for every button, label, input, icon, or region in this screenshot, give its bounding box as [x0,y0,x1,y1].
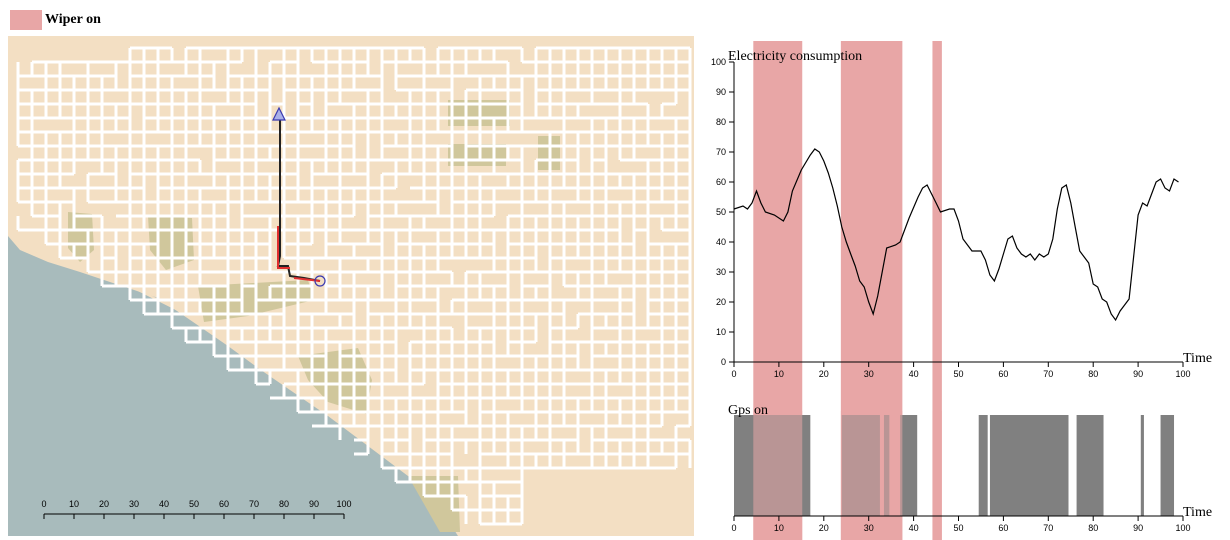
park-area [408,476,460,532]
x-tick-label: 20 [819,369,829,379]
x-tick-label: 70 [1043,523,1053,533]
electricity-x-axis-label: Time [1183,351,1212,366]
y-tick-label: 0 [721,357,726,367]
y-tick-label: 70 [716,147,726,157]
gps-on-bar [1140,415,1144,516]
gps-wiper-shading [753,411,942,540]
x-tick-label: 80 [1088,369,1098,379]
route-end-marker [314,275,326,287]
map-water [8,236,458,536]
route-track [276,116,321,282]
y-tick-label: 20 [716,297,726,307]
scale-bar-tick-label: 80 [279,499,289,509]
electricity-axes: 0 10 20 30 40 50 60 70 80 90 100 0 10 20 30 40 50 60 70 80 9… [711,57,1191,379]
x-tick-label: 70 [1043,369,1053,379]
y-tick-label: 60 [716,177,726,187]
scale-bar-tick-label: 70 [249,499,259,509]
gps-chart-title: Gps on [728,403,768,418]
wiper-on-band [753,411,803,540]
x-tick-label: 40 [909,369,919,379]
map-road-grid [16,46,692,526]
x-tick-label: 100 [1175,523,1190,533]
wiper-on-band [840,411,903,540]
electricity-series-line [733,148,1179,322]
x-tick-label: 40 [909,523,919,533]
map-panel[interactable]: 0 10 20 30 40 50 60 70 80 90 100 [8,36,694,536]
x-tick-label: 20 [819,523,829,533]
electricity-chart-title: Electricity consumption [728,49,862,64]
y-tick-label: 10 [716,327,726,337]
x-tick-label: 10 [774,369,784,379]
x-tick-label: 100 [1175,369,1190,379]
x-tick-label: 80 [1088,523,1098,533]
scale-bar-tick-label: 10 [69,499,79,509]
gps-x-axis-label: Time [1183,505,1212,520]
x-tick-label: 30 [864,523,874,533]
gps-on-bar [900,415,918,516]
x-tick-label: 30 [864,369,874,379]
scale-bar-tick-label: 100 [336,499,351,509]
wiper-on-band [932,41,942,540]
scale-bar-tick-label: 40 [159,499,169,509]
map-scale-bar: 0 10 20 30 40 50 60 70 80 90 100 [41,499,352,519]
legend-swatch-wiper [10,10,42,30]
y-tick-label: 90 [716,87,726,97]
legend: Wiper on [10,10,101,30]
scale-bar-tick-label: 30 [129,499,139,509]
y-tick-label: 80 [716,117,726,127]
scale-bar-tick-label: 20 [99,499,109,509]
gps-on-bar [978,415,988,516]
gps-on-bar [989,415,1069,516]
x-tick-label: 10 [774,523,784,533]
y-tick-label: 100 [711,57,726,67]
wiper-on-band [932,411,942,540]
x-tick-label: 90 [1133,369,1143,379]
scale-bar-tick-label: 60 [219,499,229,509]
route-path-alt [277,226,321,282]
gps-on-bar [1076,415,1104,516]
y-tick-label: 40 [716,237,726,247]
x-tick-label: 60 [998,523,1008,533]
x-tick-label: 50 [953,523,963,533]
route-path [276,116,321,282]
road-segments [16,46,692,526]
scale-bar-tick-label: 90 [309,499,319,509]
x-tick-label: 0 [731,369,736,379]
x-tick-label: 0 [731,523,736,533]
route-start-marker [272,106,286,121]
gps-axes: 0 10 20 30 40 50 60 70 80 90 100 [731,515,1191,533]
x-tick-label: 90 [1133,523,1143,533]
scale-bar-tick-label: 50 [189,499,199,509]
scale-bar-tick-label: 0 [41,499,46,509]
gps-on-bar [1160,415,1175,516]
x-tick-label: 60 [998,369,1008,379]
y-tick-label: 30 [716,267,726,277]
y-tick-label: 50 [716,207,726,217]
legend-label-wiper: Wiper on [45,12,101,27]
gps-chart: 0 10 20 30 40 50 60 70 80 90 100 Gps on Time [728,403,1212,540]
x-tick-label: 50 [953,369,963,379]
